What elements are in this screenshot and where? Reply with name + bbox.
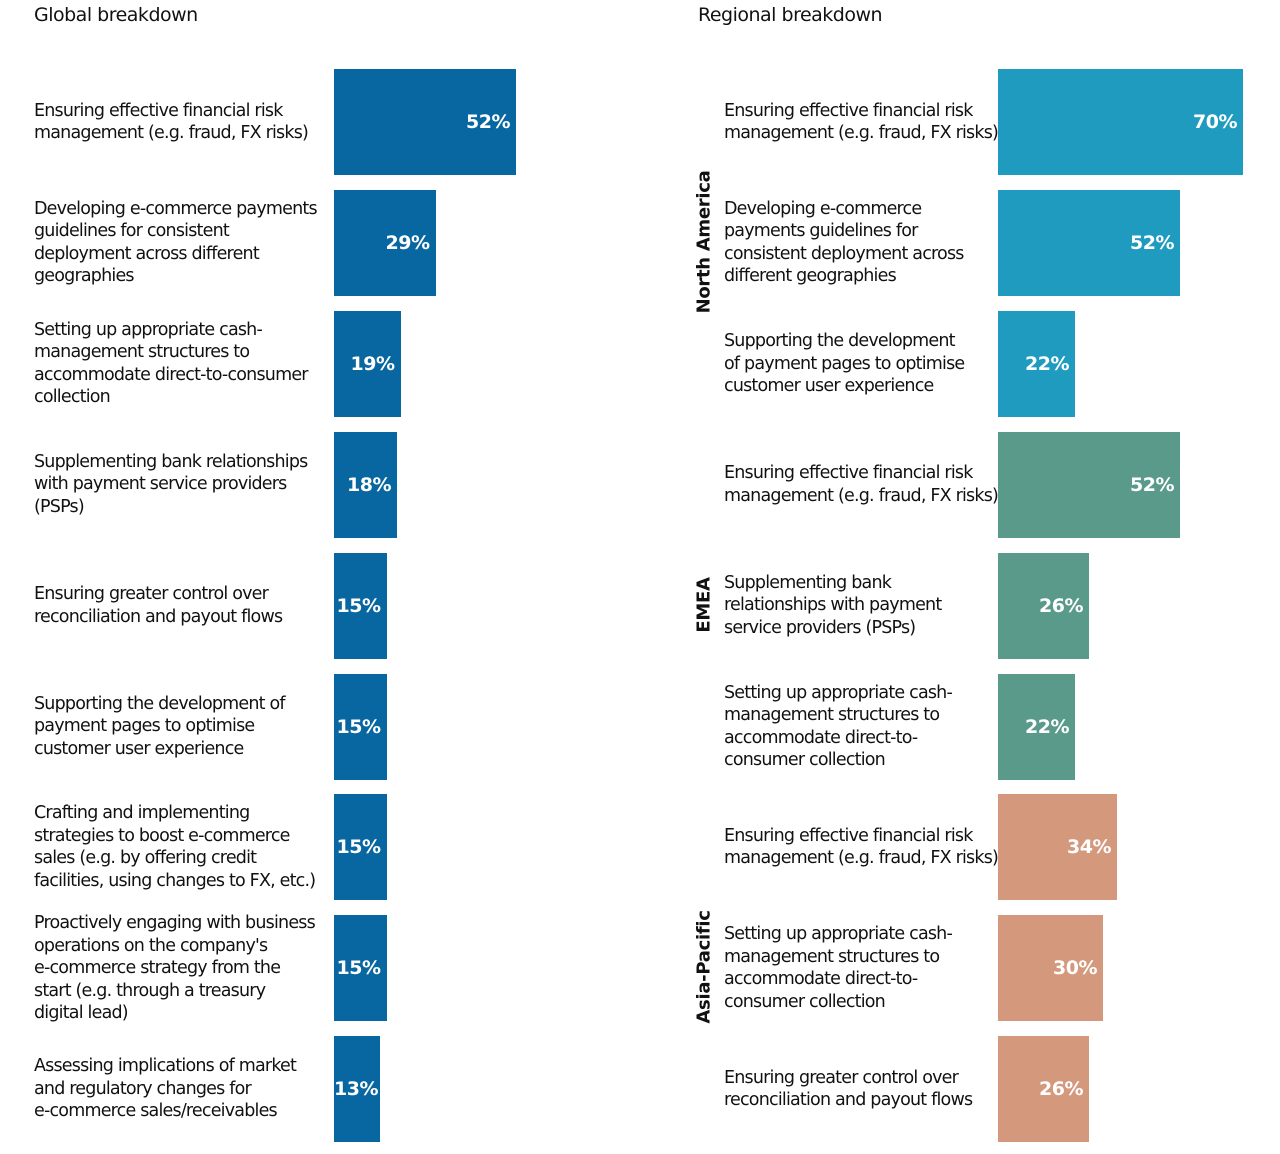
- value-label: 29%: [385, 231, 430, 254]
- bar: [998, 69, 1243, 175]
- bar: [998, 794, 1117, 901]
- region-label: EMEA: [693, 576, 715, 633]
- value-label: 34%: [1067, 836, 1111, 859]
- regional-row: Supporting the development of payment pa…: [660, 310, 1280, 417]
- global-breakdown-panel: Global breakdown Ensuring effective fina…: [0, 4, 640, 1143]
- region-label: North America: [693, 170, 715, 314]
- bar: [334, 1036, 380, 1143]
- category-label: Assessing implications of market and reg…: [34, 1056, 297, 1122]
- value-label: 15%: [336, 594, 381, 617]
- category-label: Ensuring effective financial risk manage…: [724, 825, 999, 869]
- value-label: 22%: [1025, 352, 1069, 375]
- bar: [334, 69, 516, 175]
- regional-row: Setting up appropriate cash- management …: [660, 673, 1280, 780]
- regional-breakdown-panel: Regional breakdown Ensuring effective fi…: [660, 0, 1280, 1154]
- regional-breakdown-title: Regional breakdown: [698, 4, 883, 26]
- bar: [334, 915, 387, 1022]
- regional-row: Setting up appropriate cash- management …: [660, 915, 1280, 1022]
- value-label: 15%: [336, 715, 381, 738]
- regional-row: Developing e-commerce payments guideline…: [660, 189, 1280, 296]
- regional-row: Ensuring greater control over reconcilia…: [660, 1036, 1280, 1143]
- category-label: Supplementing bank relationships with pa…: [724, 572, 942, 638]
- bar: [334, 310, 401, 417]
- value-label: 22%: [1025, 715, 1069, 738]
- bar: [998, 310, 1075, 417]
- category-label: Setting up appropriate cash- management …: [724, 682, 953, 771]
- bar: [998, 673, 1075, 780]
- category-label: Ensuring greater control over reconcilia…: [34, 584, 283, 627]
- value-label: 52%: [1130, 231, 1174, 254]
- category-label: Crafting and implementing strategies to …: [34, 803, 316, 891]
- value-label: 15%: [336, 957, 381, 980]
- category-label: Setting up appropriate cash- management …: [34, 319, 309, 408]
- bar: [334, 552, 387, 659]
- category-label: Ensuring greater control over reconcilia…: [724, 1067, 973, 1111]
- bar: [998, 189, 1180, 296]
- regional-row: Ensuring effective financial risk manage…: [660, 69, 1280, 175]
- category-label: Supplementing bank relationships with pa…: [34, 451, 308, 517]
- category-label: Ensuring effective financial risk manage…: [724, 463, 999, 506]
- bar: [998, 1036, 1089, 1143]
- value-label: 26%: [1039, 594, 1083, 617]
- global-row: Supplementing bank relationships with pa…: [0, 431, 640, 538]
- category-label: Supporting the development of payment pa…: [34, 693, 286, 759]
- global-row: Assessing implications of market and reg…: [0, 1036, 640, 1143]
- category-label: Ensuring effective financial risk manage…: [34, 100, 309, 144]
- category-label: Developing e-commerce payments guideline…: [724, 198, 964, 287]
- regional-row: Supplementing bank relationships with pa…: [660, 552, 1280, 659]
- bar: [334, 189, 436, 296]
- global-row: Crafting and implementing strategies to …: [0, 794, 640, 901]
- global-row: Ensuring greater control over reconcilia…: [0, 552, 640, 659]
- value-label: 52%: [466, 111, 510, 133]
- regional-row: Ensuring effective financial risk manage…: [660, 431, 1280, 538]
- bar: [334, 794, 387, 901]
- global-row: Setting up appropriate cash- management …: [0, 310, 640, 417]
- global-row: Proactively engaging with business opera…: [0, 913, 640, 1024]
- global-row: Ensuring effective financial risk manage…: [0, 69, 640, 175]
- global-row: Supporting the development of payment pa…: [0, 673, 640, 780]
- bar: [998, 431, 1180, 538]
- global-row: Developing e-commerce payments guideline…: [0, 189, 640, 296]
- value-label: 52%: [1130, 473, 1174, 496]
- category-label: Ensuring effective financial risk manage…: [724, 100, 999, 144]
- bar: [998, 915, 1103, 1022]
- value-label: 15%: [336, 836, 381, 859]
- bar: [334, 673, 387, 780]
- bar: [998, 552, 1089, 659]
- value-label: 26%: [1039, 1078, 1083, 1101]
- value-label: 13%: [334, 1078, 378, 1101]
- value-label: 30%: [1053, 957, 1097, 980]
- category-label: Proactively engaging with business opera…: [34, 913, 316, 1024]
- bar: [334, 431, 397, 538]
- category-label: Setting up appropriate cash- management …: [724, 924, 953, 1012]
- category-label: Supporting the development of payment pa…: [724, 331, 965, 397]
- value-label: 19%: [350, 352, 395, 375]
- global-breakdown-title: Global breakdown: [34, 4, 198, 26]
- category-label: Developing e-commerce payments guideline…: [34, 198, 318, 287]
- value-label: 18%: [347, 473, 391, 496]
- value-label: 70%: [1193, 111, 1237, 133]
- region-label: Asia-Pacific: [693, 910, 715, 1024]
- regional-row: Ensuring effective financial risk manage…: [660, 794, 1280, 901]
